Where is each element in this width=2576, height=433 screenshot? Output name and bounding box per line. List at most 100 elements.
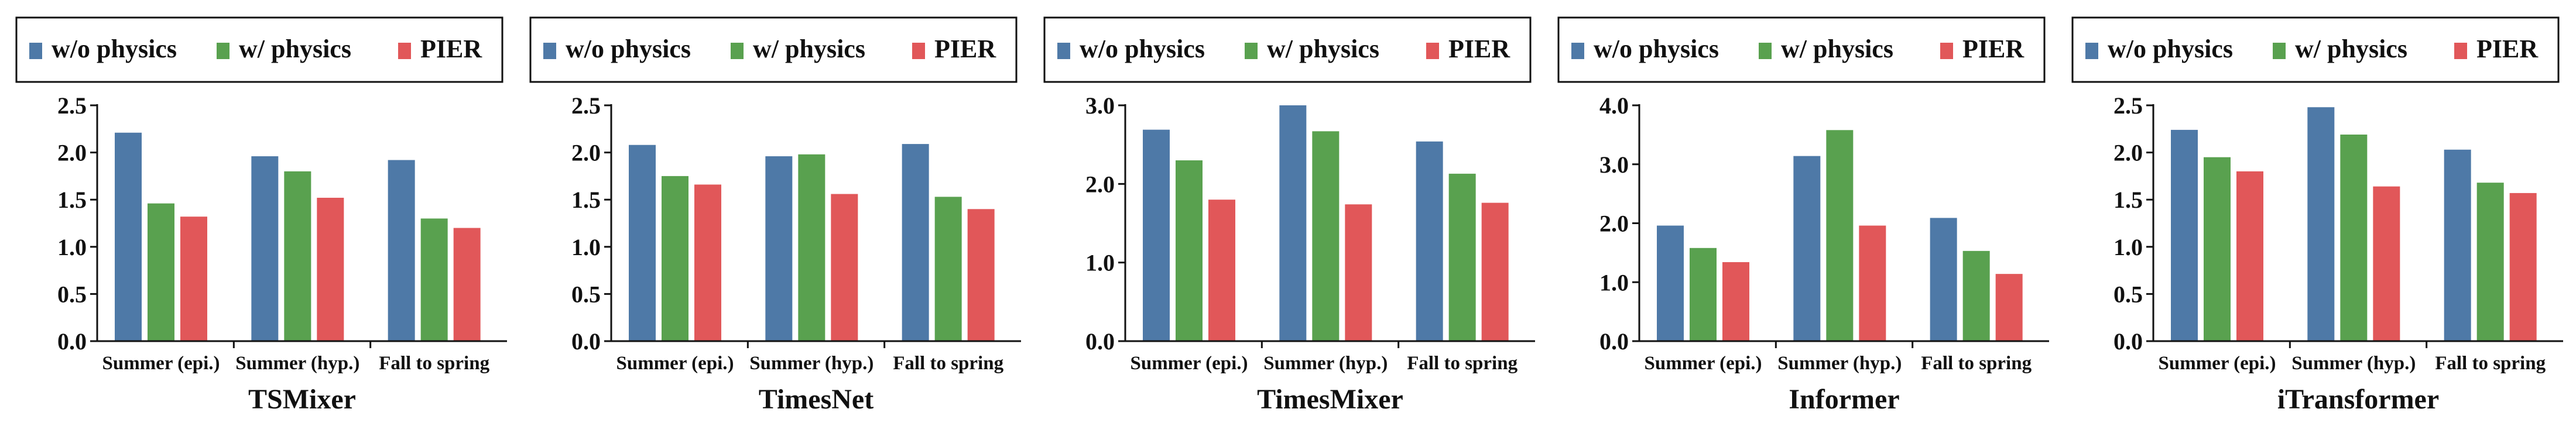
chart-title: TimesNet	[759, 384, 873, 415]
bar-w-physics-summer-epi	[1176, 160, 1203, 341]
bar-pier-summer-epi	[1722, 262, 1749, 341]
bar-w-physics-summer-epi	[2204, 157, 2231, 341]
legend-swatch-pier	[398, 43, 411, 59]
bar-w-physics-summer-hyp	[284, 171, 311, 341]
x-tick-label: Fall to spring	[379, 353, 489, 374]
bar-pier-summer-epi	[1208, 200, 1235, 341]
chart-title: Informer	[1789, 384, 1899, 415]
legend-box	[1043, 16, 1532, 83]
legend-box	[529, 16, 1018, 83]
bar-pier-fall-to-spring	[1481, 202, 1509, 341]
bar-w-o-physics-summer-epi	[1657, 225, 1684, 341]
panel-timesnet: w/o physics w/ physics PIER 0.0 0.5 1.0 1.5 2.0…	[529, 16, 1021, 415]
panel-timesmixer: w/o physics w/ physics PIER 0.0 1.0 2.0 3.0 Sum…	[1043, 16, 1535, 415]
legend-swatch-w-physics	[1759, 43, 1772, 59]
legend-label-pier: PIER	[420, 35, 482, 63]
bar-w-physics-fall-to-spring	[420, 218, 448, 341]
legend-swatch-pier	[912, 43, 925, 59]
bar-pier-summer-hyp	[317, 197, 344, 341]
bar-w-physics-summer-hyp	[2340, 134, 2368, 342]
legend-label-w-physics: w/ physics	[1267, 35, 1379, 63]
bar-pier-fall-to-spring	[453, 228, 481, 341]
bar-w-physics-summer-hyp	[1312, 131, 1340, 341]
legend-label-w-o-physics: w/o physics	[1594, 35, 1719, 63]
legend-swatch-w-physics	[731, 43, 744, 59]
y-tick-label: 1.0	[1599, 269, 1629, 295]
y-tick-label: 0.5	[57, 281, 87, 307]
y-tick-label: 3.0	[1085, 92, 1115, 119]
x-tick-label: Summer (epi.)	[616, 353, 734, 374]
legend-swatch-pier	[1426, 43, 1439, 59]
bar-w-o-physics-fall-to-spring	[1930, 218, 1957, 341]
y-tick-label: 2.0	[1085, 171, 1115, 197]
legend-swatch-w-physics	[2273, 43, 2286, 59]
bar-pier-fall-to-spring	[2509, 193, 2537, 341]
legend-label-pier: PIER	[934, 35, 996, 63]
legend-swatch-w-physics	[217, 43, 229, 59]
y-tick-label: 2.5	[2113, 92, 2143, 119]
y-tick-label: 0.5	[571, 281, 601, 307]
y-tick-label: 0.0	[2113, 328, 2143, 355]
x-tick-label: Summer (hyp.)	[1263, 353, 1388, 374]
legend-label-w-o-physics: w/o physics	[2108, 35, 2233, 63]
y-tick-label: 0.0	[1599, 328, 1629, 355]
bar-pier-summer-hyp	[2373, 186, 2400, 341]
x-tick-label: Summer (epi.)	[2158, 353, 2276, 374]
bar-w-o-physics-fall-to-spring	[388, 160, 415, 341]
legend-label-w-o-physics: w/o physics	[1080, 35, 1205, 63]
y-tick-label: 1.0	[571, 234, 601, 260]
bar-w-physics-summer-hyp	[798, 154, 825, 341]
bar-w-o-physics-summer-hyp	[251, 156, 279, 341]
bar-w-o-physics-summer-hyp	[1279, 105, 1307, 341]
legend-box	[2071, 16, 2560, 83]
panel-tsmixer: w/o physics w/ physics PIER 0.0 0.5 1.0 1.5 2.0…	[15, 16, 507, 415]
bar-pier-summer-epi	[2236, 171, 2263, 341]
y-tick-label: 2.0	[571, 140, 601, 166]
bar-w-o-physics-summer-epi	[1143, 129, 1170, 342]
bar-w-o-physics-summer-epi	[115, 132, 142, 342]
bar-pier-summer-hyp	[1345, 204, 1372, 341]
y-tick-label: 2.5	[571, 92, 601, 119]
legend-swatch-w-o-physics	[2085, 43, 2098, 59]
bar-pier-fall-to-spring	[967, 209, 995, 341]
chart-title: TSMixer	[248, 384, 356, 415]
x-tick-label: Summer (hyp.)	[749, 353, 873, 374]
bar-w-physics-summer-hyp	[1826, 130, 1854, 341]
bar-w-o-physics-summer-epi	[2171, 129, 2198, 342]
chart-title: iTransformer	[2277, 384, 2439, 415]
bar-w-physics-summer-epi	[148, 203, 174, 341]
legend-box	[1557, 16, 2046, 83]
bar-pier-summer-epi	[694, 184, 721, 341]
legend-swatch-pier	[1940, 43, 1953, 59]
legend-label-w-o-physics: w/o physics	[52, 35, 177, 63]
x-tick-label: Summer (epi.)	[102, 353, 220, 374]
x-tick-label: Fall to spring	[2435, 353, 2546, 374]
legend-label-w-physics: w/ physics	[239, 35, 351, 63]
y-tick-label: 1.0	[57, 234, 87, 260]
bar-w-physics-summer-epi	[1690, 248, 1717, 341]
legend-swatch-w-o-physics	[1057, 43, 1070, 59]
bar-w-o-physics-summer-hyp	[765, 156, 793, 341]
x-tick-label: Summer (hyp.)	[235, 353, 359, 374]
bar-w-o-physics-fall-to-spring	[2444, 149, 2471, 341]
legend-swatch-w-o-physics	[29, 43, 42, 59]
bar-pier-summer-hyp	[1859, 225, 1886, 341]
x-tick-label: Fall to spring	[1921, 353, 2032, 374]
legend-box	[15, 16, 503, 83]
x-tick-label: Fall to spring	[1407, 353, 1517, 374]
legend-swatch-pier	[2454, 43, 2467, 59]
bar-w-physics-fall-to-spring	[1962, 250, 1990, 341]
legend-label-w-o-physics: w/o physics	[566, 35, 691, 63]
y-tick-label: 4.0	[1599, 92, 1629, 119]
bar-w-o-physics-fall-to-spring	[902, 144, 929, 342]
x-tick-label: Summer (epi.)	[1130, 353, 1248, 374]
bar-pier-fall-to-spring	[1995, 274, 2023, 341]
legend-label-w-physics: w/ physics	[2295, 35, 2407, 63]
x-tick-label: Summer (hyp.)	[2291, 353, 2416, 374]
x-tick-label: Summer (epi.)	[1644, 353, 1762, 374]
legend-swatch-w-o-physics	[543, 43, 556, 59]
y-tick-label: 1.0	[1085, 250, 1115, 276]
bar-pier-summer-epi	[180, 216, 207, 341]
y-tick-label: 0.0	[57, 328, 87, 355]
